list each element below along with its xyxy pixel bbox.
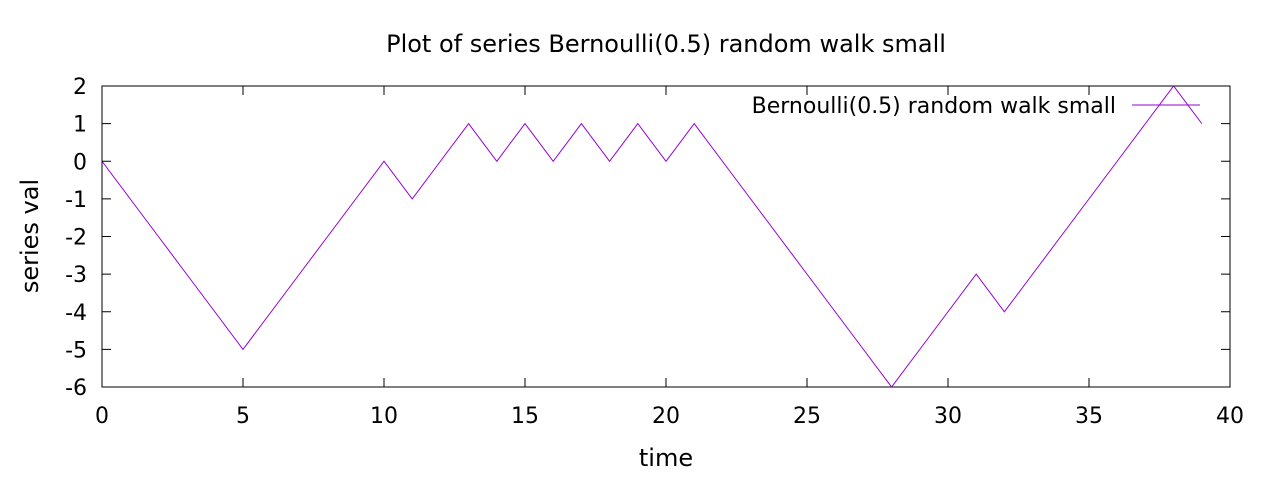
y-axis-label: series val (16, 179, 44, 293)
series-layer (101, 85, 1203, 388)
y-tick-label: -3 (65, 263, 87, 288)
x-axis: 0 5 10 15 20 25 30 35 40 (95, 86, 1244, 429)
legend-label: Bernoulli(0.5) random walk small (752, 94, 1116, 119)
x-tick-label: 35 (1075, 404, 1103, 429)
x-tick-label: 10 (370, 404, 398, 429)
x-tick-label: 15 (511, 404, 539, 429)
x-tick-label: 25 (793, 404, 821, 429)
y-tick-label: 1 (73, 113, 87, 138)
y-tick-label: -2 (65, 226, 87, 251)
y-tick-label: -4 (65, 301, 87, 326)
chart-title: Plot of series Bernoulli(0.5) random wal… (386, 30, 946, 58)
y-tick-label: -6 (65, 376, 87, 401)
x-tick-label: 5 (236, 404, 250, 429)
x-tick-label: 0 (95, 404, 109, 429)
y-axis: 2 1 0 -1 -2 -3 -4 -5 -6 (65, 75, 1230, 401)
plot-area (101, 85, 1231, 388)
x-tick-label: 30 (934, 404, 962, 429)
y-tick-label: 0 (73, 150, 87, 175)
series-line (101, 85, 1203, 388)
y-tick-label: -1 (65, 188, 87, 213)
x-tick-label: 40 (1216, 404, 1244, 429)
x-tick-label: 20 (652, 404, 680, 429)
y-tick-label: -5 (65, 338, 87, 363)
x-axis-label: time (639, 444, 693, 472)
y-tick-label: 2 (73, 75, 87, 100)
legend: Bernoulli(0.5) random walk small (752, 94, 1200, 119)
